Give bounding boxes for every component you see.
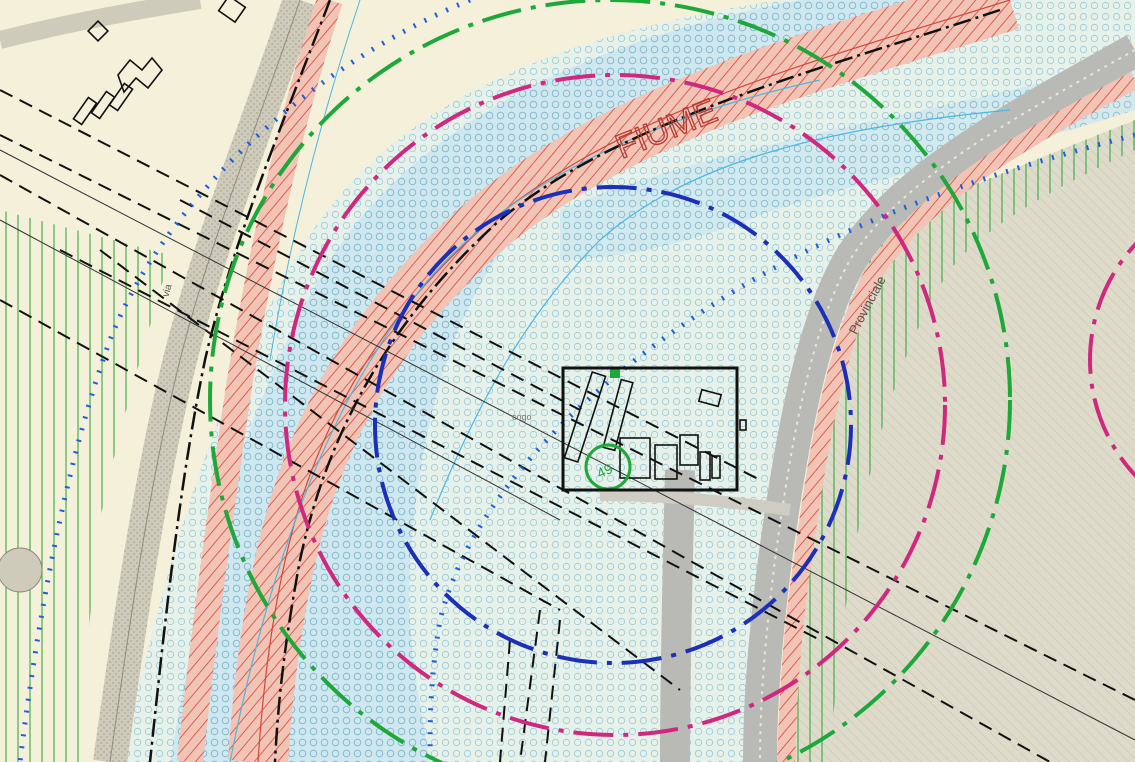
road-northwest bbox=[0, 0, 202, 49]
red-band-east bbox=[777, 72, 1135, 762]
roundabout bbox=[0, 547, 43, 593]
ring-middle-magenta bbox=[283, 73, 947, 737]
green-zone-west bbox=[0, 210, 170, 762]
stream-1 bbox=[229, 79, 821, 762]
small-label: cogo bbox=[512, 412, 532, 422]
highlight-box[interactable] bbox=[561, 366, 739, 492]
ring-outer-green bbox=[208, 0, 1012, 762]
stream-2 bbox=[429, 109, 1011, 521]
triangle-line-outer bbox=[17, 0, 471, 762]
ring-inner-blue bbox=[373, 185, 853, 665]
river-corridor-east bbox=[560, 60, 1135, 260]
road-west-edge bbox=[109, 0, 301, 762]
thin-lines bbox=[0, 149, 1135, 741]
stream-3 bbox=[269, 0, 361, 361]
black-line-river bbox=[273, 8, 1001, 762]
well-marker bbox=[610, 368, 620, 378]
road-provinciale-edge bbox=[759, 49, 1135, 762]
building-cluster bbox=[563, 371, 747, 481]
buildings-northwest bbox=[72, 0, 247, 126]
side-road-label: via bbox=[161, 283, 175, 299]
black-line-west bbox=[148, 0, 332, 762]
red-band-west bbox=[177, 0, 343, 762]
ring-neighbour-magenta bbox=[1088, 241, 1135, 479]
dashed-lines bbox=[0, 89, 1135, 762]
river-corridor bbox=[170, 0, 1020, 762]
road-south bbox=[660, 469, 695, 762]
road-link bbox=[599, 489, 791, 516]
well-number-label: 49 bbox=[594, 460, 615, 481]
